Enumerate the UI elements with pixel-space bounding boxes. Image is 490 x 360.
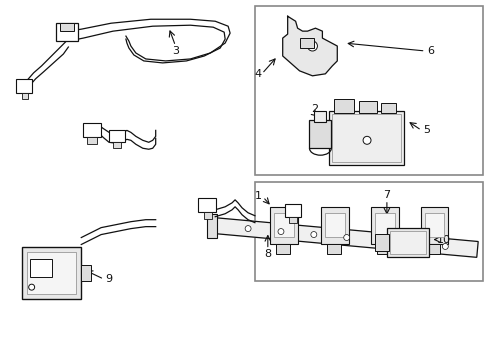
Bar [255,182,483,281]
Bar [420,207,448,244]
Bar [299,38,315,48]
Text: 2: 2 [311,104,318,113]
Bar [26,252,76,294]
Bar [371,207,399,244]
Bar [390,231,426,255]
Circle shape [343,235,350,240]
Bar [334,99,354,113]
Bar [381,103,396,113]
Text: 5: 5 [423,125,430,135]
Bar [274,213,294,237]
Text: 8: 8 [264,249,271,260]
Bar [387,228,429,257]
Bar [329,111,404,165]
Polygon shape [214,218,478,257]
Polygon shape [283,16,337,76]
Bar [315,111,326,122]
Text: 10: 10 [437,234,450,244]
Bar [113,142,121,148]
Bar [270,207,297,244]
Bar [359,100,377,113]
Bar [276,244,290,255]
Bar [87,137,97,144]
Text: 9: 9 [105,274,113,284]
Bar [310,121,331,148]
Bar [22,247,81,299]
Text: 6: 6 [427,46,434,56]
Bar [81,265,91,281]
Bar [427,244,441,255]
Bar [375,213,395,237]
Text: 7: 7 [383,190,391,200]
Bar [327,244,341,255]
Text: 3: 3 [172,46,179,56]
Bar [377,244,391,255]
Bar [30,260,51,277]
Circle shape [245,226,251,231]
Bar [285,204,300,217]
Bar [204,212,212,219]
Circle shape [410,240,416,247]
Bar [56,23,78,41]
Bar [83,123,101,137]
Bar [198,198,216,212]
Bar [16,79,32,93]
Bar [207,214,217,238]
Circle shape [442,243,448,249]
Bar [332,113,401,162]
Bar [255,6,483,175]
Text: 4: 4 [254,69,262,79]
Circle shape [29,284,35,290]
Text: 1: 1 [254,191,261,201]
Bar [60,23,74,31]
Bar [22,93,28,99]
Circle shape [308,41,318,51]
Polygon shape [214,218,478,257]
Bar [425,213,444,237]
Bar [325,213,345,237]
Bar [375,234,389,251]
Bar [289,217,296,223]
Circle shape [377,238,383,243]
Bar [321,207,349,244]
Bar [109,130,125,142]
Circle shape [311,231,317,238]
Circle shape [363,136,371,144]
Circle shape [278,229,284,235]
